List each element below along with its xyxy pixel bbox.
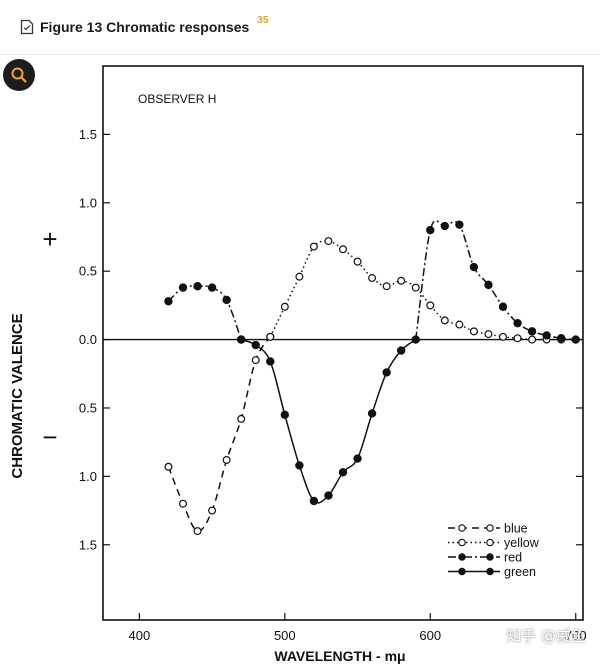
- data-point-yellow: [484, 330, 493, 339]
- legend-label-yellow: yellow: [504, 536, 540, 550]
- legend-marker-red: [486, 553, 494, 561]
- data-point-red: [542, 331, 551, 340]
- legend-label-red: red: [504, 551, 522, 565]
- data-point-yellow: [353, 257, 362, 266]
- data-point-green: [309, 496, 319, 506]
- chromatic-response-chart: 1.5 1.0 0.5 0.0 0.5 1.0 1.5 400 500 600 700 OBSERV…: [9, 65, 587, 664]
- y-tick-label: 0.5: [79, 400, 97, 415]
- data-point-yellow: [309, 242, 318, 251]
- data-point-red: [178, 283, 188, 292]
- x-tick-label: 500: [274, 628, 296, 643]
- data-point-yellow: [440, 316, 449, 325]
- data-point-yellow: [397, 276, 406, 285]
- data-point-red: [455, 220, 464, 229]
- data-point-blue: [164, 462, 173, 471]
- data-point-red: [513, 318, 522, 328]
- data-point-yellow: [411, 283, 420, 292]
- data-point-yellow: [295, 272, 304, 281]
- data-point-yellow: [499, 332, 508, 341]
- data-point-red: [222, 295, 231, 305]
- legend-marker-blue: [458, 524, 466, 532]
- data-point-red: [469, 262, 479, 272]
- series-line-red: [167, 285, 242, 340]
- figure-title: Figure 13 Chromatic responses: [40, 19, 250, 35]
- data-point-blue: [179, 499, 188, 508]
- search-button[interactable]: [3, 59, 35, 91]
- data-point-green: [324, 491, 333, 500]
- observer-annotation: OBSERVER H: [138, 92, 216, 106]
- data-point-green: [236, 335, 246, 344]
- data-point-yellow: [426, 301, 435, 310]
- search-icon: [11, 67, 27, 83]
- plus-sign: +: [42, 224, 57, 254]
- legend-label-green: green: [504, 565, 536, 579]
- figure-header: Figure 13 Chromatic responses 35: [0, 0, 600, 55]
- data-point-red: [484, 280, 493, 290]
- watermark: 知乎 @戚鱼: [506, 627, 586, 645]
- data-point-yellow: [382, 282, 391, 291]
- legend-label-blue: blue: [504, 522, 528, 536]
- data-point-red: [193, 282, 202, 291]
- data-point-yellow: [528, 335, 537, 344]
- data-point-red: [440, 221, 450, 231]
- data-point-blue: [251, 356, 260, 365]
- legend-marker-blue: [486, 524, 494, 532]
- plot-frame: [102, 65, 584, 621]
- document-icon: [20, 19, 34, 35]
- data-point-green: [353, 454, 362, 463]
- data-point-green: [280, 410, 290, 420]
- legend-marker-green: [486, 567, 494, 576]
- data-point-green: [295, 461, 304, 470]
- data-point-green: [396, 346, 406, 355]
- data-point-green: [266, 357, 275, 366]
- data-point-yellow: [266, 332, 275, 341]
- data-point-blue: [208, 506, 217, 515]
- data-point-blue: [237, 414, 246, 423]
- series-line-yellow: [269, 240, 576, 341]
- data-point-yellow: [469, 327, 478, 336]
- x-axis-label: WAVELENGTH - mμ: [274, 648, 405, 664]
- legend-marker-yellow: [486, 538, 494, 547]
- legend-marker-green: [458, 567, 466, 576]
- data-point-red: [164, 297, 173, 306]
- data-point-yellow: [324, 237, 333, 246]
- data-point-red: [556, 334, 566, 343]
- series-line-red: [414, 220, 576, 341]
- data-point-red: [571, 335, 580, 344]
- y-axis-label: CHROMATIC VALENCE: [9, 313, 26, 478]
- y-tick-label: 0.5: [79, 264, 97, 279]
- data-point-yellow: [280, 302, 289, 311]
- data-point-yellow: [513, 334, 522, 343]
- data-point-yellow: [368, 274, 377, 283]
- y-tick-label: 1.5: [79, 537, 97, 552]
- y-tick-label: 1.0: [79, 469, 97, 484]
- x-tick-label: 700: [565, 628, 587, 643]
- figure-reference-number[interactable]: 35: [257, 14, 269, 26]
- data-point-green: [382, 368, 391, 377]
- y-tick-label: 1.5: [79, 127, 97, 142]
- data-point-green: [251, 340, 260, 350]
- data-point-green: [367, 409, 377, 418]
- data-point-blue: [222, 455, 231, 464]
- y-tick-label: 1.0: [79, 195, 97, 210]
- data-point-blue: [193, 527, 202, 536]
- data-point-yellow: [339, 245, 348, 254]
- legend-marker-red: [458, 553, 466, 561]
- chart-area: 1.5 1.0 0.5 0.0 0.5 1.0 1.5 400 500 600 700 OBSERV…: [0, 56, 600, 664]
- minus-sign: −: [42, 422, 57, 452]
- x-tick-label: 400: [129, 628, 151, 643]
- data-point-green: [338, 468, 348, 477]
- y-tick-label: 0.0: [79, 332, 97, 347]
- data-point-red: [498, 302, 508, 311]
- legend-marker-yellow: [458, 538, 466, 547]
- data-point-yellow: [455, 320, 464, 329]
- data-point-red: [411, 335, 420, 344]
- data-point-red: [426, 225, 435, 235]
- x-tick-label: 600: [419, 628, 441, 643]
- data-point-red: [527, 327, 537, 336]
- data-point-red: [207, 283, 217, 292]
